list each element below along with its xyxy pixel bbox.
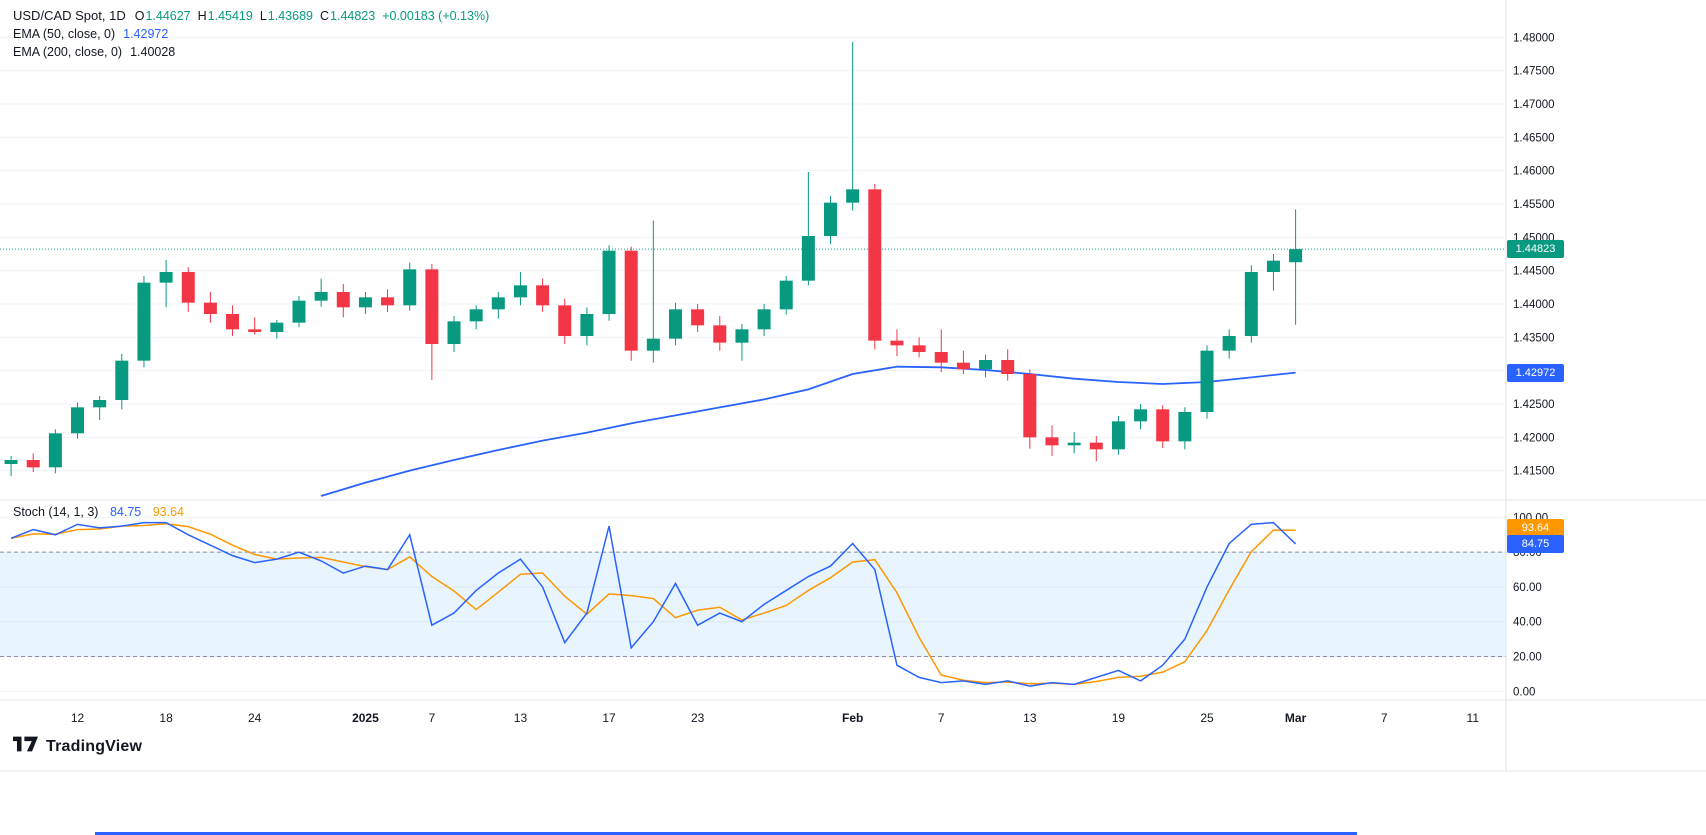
ema200-label: EMA (200, close, 0) xyxy=(13,45,123,59)
ema50-price-badge: 1.42972 xyxy=(1507,364,1564,382)
svg-text:19: 19 xyxy=(1112,711,1126,725)
stoch-k-value: 84.75 xyxy=(109,505,142,519)
svg-text:Feb: Feb xyxy=(842,711,863,725)
main-legend: USD/CAD Spot, 1D O1.44627 H1.45419 L1.43… xyxy=(13,7,489,61)
svg-text:7: 7 xyxy=(1381,711,1388,725)
ema50-value: 1.42972 xyxy=(123,27,169,41)
symbol-title[interactable]: USD/CAD Spot, 1D xyxy=(13,8,126,23)
ema50-line xyxy=(320,365,1296,497)
svg-text:17: 17 xyxy=(602,711,616,725)
low-value: L1.43689 xyxy=(259,9,313,23)
svg-text:7: 7 xyxy=(429,711,436,725)
bottom-accent-strip xyxy=(95,832,1357,835)
stoch-band xyxy=(0,551,1506,658)
pane-dividers xyxy=(0,0,1706,772)
svg-text:7: 7 xyxy=(938,711,945,725)
svg-text:1.44500: 1.44500 xyxy=(1513,266,1555,278)
stoch-d-line xyxy=(10,523,1296,686)
svg-text:0.00: 0.00 xyxy=(1513,686,1535,698)
svg-text:1.45500: 1.45500 xyxy=(1513,199,1555,211)
svg-text:1.41500: 1.41500 xyxy=(1513,466,1555,478)
svg-text:23: 23 xyxy=(691,711,705,725)
svg-text:40.00: 40.00 xyxy=(1513,617,1542,629)
svg-text:2025: 2025 xyxy=(352,711,379,725)
high-value: H1.45419 xyxy=(197,9,253,23)
tradingview-logo-icon xyxy=(13,736,38,757)
stoch-label: Stoch (14, 1, 3) xyxy=(13,505,99,519)
stoch-legend[interactable]: Stoch (14, 1, 3) 84.75 93.64 xyxy=(13,505,192,519)
main-grid xyxy=(0,36,1506,472)
svg-text:Mar: Mar xyxy=(1285,711,1307,725)
svg-text:1.44000: 1.44000 xyxy=(1513,299,1555,311)
svg-text:13: 13 xyxy=(514,711,528,725)
ema50-legend-row[interactable]: EMA (50, close, 0) 1.42972 xyxy=(13,25,489,43)
ema200-value: 1.40028 xyxy=(130,45,176,59)
price-axis[interactable] xyxy=(1506,0,1706,700)
svg-text:13: 13 xyxy=(1023,711,1037,725)
svg-text:25: 25 xyxy=(1200,711,1214,725)
close-value: C1.44823 xyxy=(319,9,376,23)
time-axis-labels: 12 18 24 2025 7 13 17 23 Feb 7 13 19 25 Mar 7 11 xyxy=(71,711,1479,725)
svg-text:11: 11 xyxy=(1467,711,1480,725)
svg-text:20.00: 20.00 xyxy=(1513,652,1542,664)
svg-text:1.47500: 1.47500 xyxy=(1513,66,1555,78)
svg-text:1.48000: 1.48000 xyxy=(1513,32,1555,44)
tradingview-watermark[interactable]: TradingView xyxy=(13,736,142,757)
svg-text:1.46500: 1.46500 xyxy=(1513,132,1555,144)
svg-text:60.00: 60.00 xyxy=(1513,582,1542,594)
candles-series xyxy=(4,42,1303,476)
svg-text:1.42000: 1.42000 xyxy=(1513,432,1555,444)
stoch-d-value: 93.64 xyxy=(152,505,184,519)
time-axis[interactable] xyxy=(0,700,1506,735)
price-axis-labels: 1.48000 1.47500 1.47000 1.46500 1.46000 1.455… xyxy=(1513,32,1555,477)
svg-text:12: 12 xyxy=(71,711,85,725)
last-price-badge: 1.44823 xyxy=(1507,240,1564,258)
svg-text:24: 24 xyxy=(248,711,262,725)
stoch-k-badge: 84.75 xyxy=(1507,535,1564,553)
ema50-label: EMA (50, close, 0) xyxy=(13,27,116,41)
tradingview-watermark-text: TradingView xyxy=(46,737,143,755)
svg-text:1.46000: 1.46000 xyxy=(1513,166,1555,178)
ema200-legend-row[interactable]: EMA (200, close, 0) 1.40028 xyxy=(13,43,489,61)
svg-text:1.43500: 1.43500 xyxy=(1513,332,1555,344)
svg-text:1.47000: 1.47000 xyxy=(1513,99,1555,111)
open-value: O1.44627 xyxy=(134,9,191,23)
stoch-d-badge: 93.64 xyxy=(1507,519,1564,537)
change-value: +0.00183 (+0.13%) xyxy=(382,9,490,23)
symbol-row: USD/CAD Spot, 1D O1.44627 H1.45419 L1.43… xyxy=(13,7,489,25)
svg-text:1.42500: 1.42500 xyxy=(1513,399,1555,411)
svg-text:18: 18 xyxy=(159,711,173,725)
stoch-k-line xyxy=(10,521,1297,687)
